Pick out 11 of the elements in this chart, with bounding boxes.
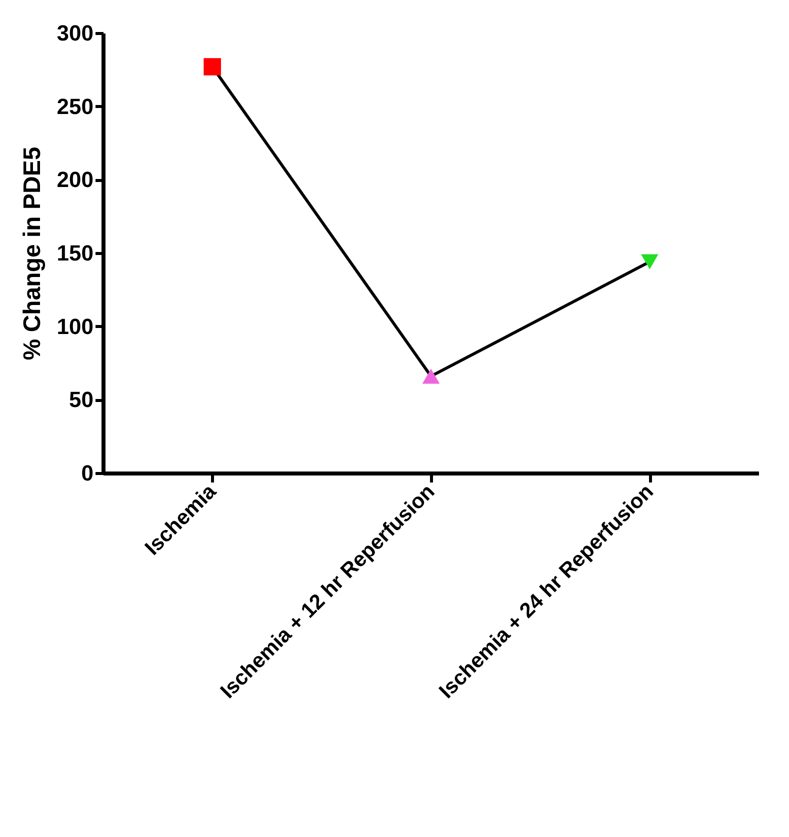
y-tick-label: 200	[56, 167, 94, 192]
y-tick-label: 250	[56, 94, 94, 119]
y-tick-label: 150	[56, 240, 94, 266]
point	[641, 254, 658, 270]
y-tick-label: 300	[56, 20, 94, 46]
y-tick-label: 50	[69, 387, 94, 412]
point	[422, 368, 440, 384]
y-tick-label: 0	[81, 460, 94, 486]
y-axis-title: % Change in PDE5	[18, 146, 46, 360]
point	[204, 58, 221, 76]
y-tick-label: 100	[56, 314, 94, 339]
